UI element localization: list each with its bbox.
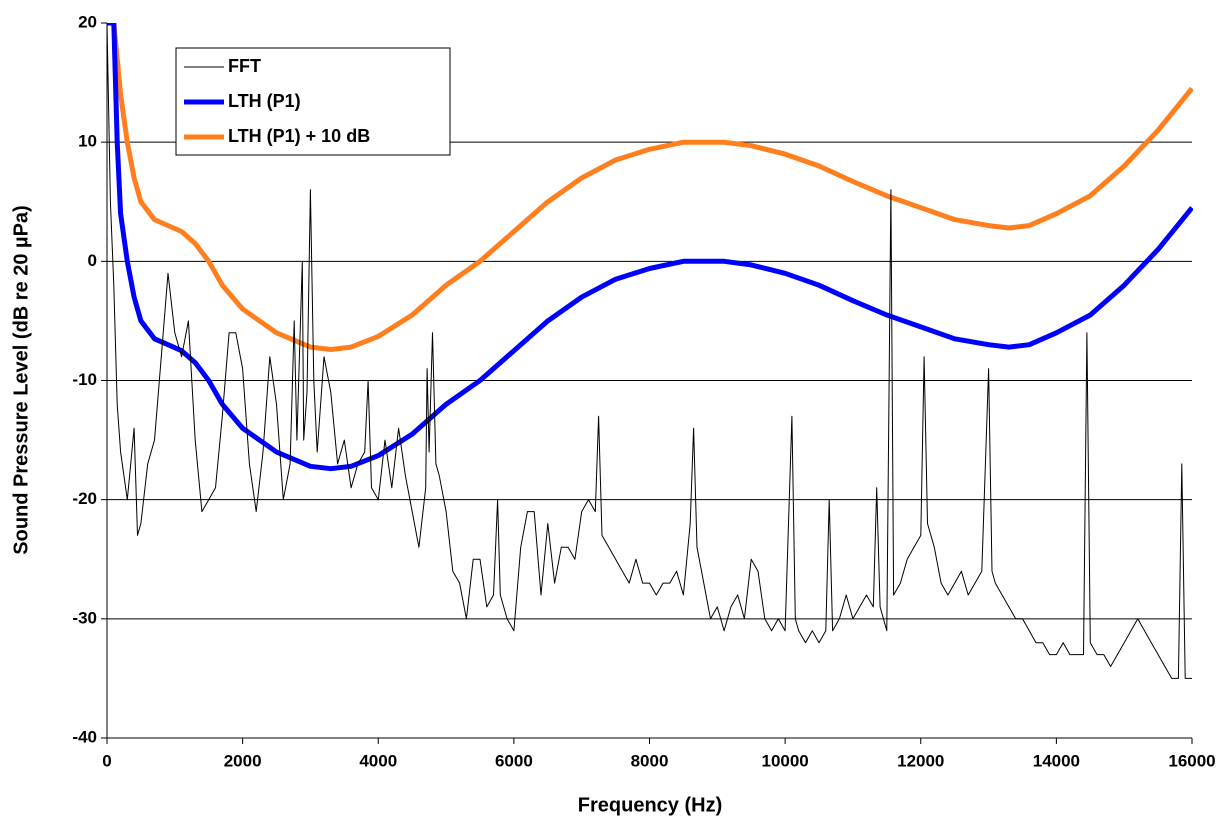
legend-label: LTH (P1) + 10 dB — [228, 126, 370, 146]
y-tick-label: 10 — [78, 132, 97, 151]
y-tick-label: -40 — [72, 727, 97, 746]
y-axis-title: Sound Pressure Level (dB re 20 µPa) — [10, 205, 32, 554]
y-tick-label: -20 — [72, 489, 97, 508]
x-tick-label: 10000 — [761, 751, 808, 770]
x-tick-label: 14000 — [1033, 751, 1080, 770]
y-tick-label: 20 — [78, 12, 97, 31]
x-axis-title: Frequency (Hz) — [578, 794, 722, 816]
data-line — [107, 23, 1193, 472]
data-line — [107, 23, 1192, 679]
legend-label: LTH (P1) — [228, 91, 301, 111]
y-tick-label: 0 — [88, 251, 97, 270]
x-tick-label: 0 — [102, 751, 111, 770]
plot-area — [107, 23, 1193, 679]
data-line — [111, 23, 1193, 352]
x-tick-label: 6000 — [495, 751, 533, 770]
x-tick-label: 16000 — [1168, 751, 1215, 770]
legend-label: FFT — [228, 56, 261, 76]
x-tick-label: 2000 — [224, 751, 262, 770]
y-tick-label: -10 — [72, 370, 97, 389]
y-tick-label: -30 — [72, 608, 97, 627]
x-tick-label: 8000 — [631, 751, 669, 770]
x-tick-label: 12000 — [897, 751, 944, 770]
x-tick-label: 4000 — [359, 751, 397, 770]
